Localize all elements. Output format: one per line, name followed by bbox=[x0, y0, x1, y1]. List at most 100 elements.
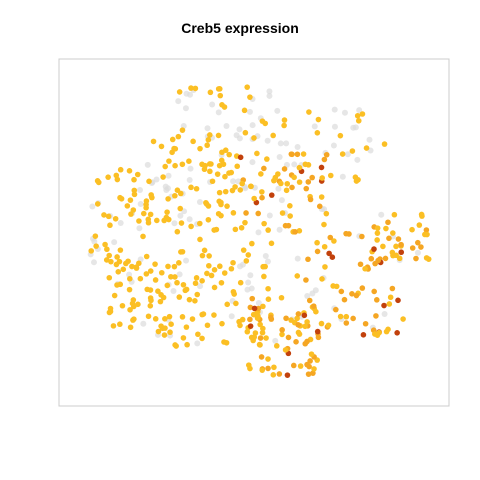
data-point bbox=[344, 151, 351, 158]
data-point bbox=[279, 210, 286, 216]
data-point bbox=[283, 315, 289, 322]
data-point bbox=[175, 98, 182, 105]
data-point bbox=[158, 269, 165, 276]
data-point bbox=[368, 255, 375, 262]
data-point bbox=[314, 328, 321, 335]
data-point bbox=[169, 136, 176, 143]
data-point bbox=[188, 223, 194, 230]
data-point bbox=[111, 239, 118, 246]
data-point bbox=[153, 217, 160, 224]
data-point bbox=[124, 203, 131, 209]
data-point bbox=[318, 320, 325, 327]
data-point bbox=[211, 312, 217, 318]
data-point bbox=[224, 301, 231, 308]
data-point bbox=[157, 298, 164, 305]
data-point bbox=[247, 316, 253, 323]
data-point bbox=[179, 248, 186, 255]
data-point bbox=[349, 291, 355, 297]
data-point bbox=[294, 255, 301, 262]
data-point bbox=[265, 285, 271, 292]
data-point bbox=[337, 313, 344, 320]
data-point bbox=[209, 178, 216, 185]
data-point bbox=[305, 371, 312, 377]
data-point bbox=[223, 122, 230, 129]
data-point bbox=[130, 207, 137, 213]
data-point bbox=[131, 187, 138, 194]
data-point bbox=[315, 334, 322, 341]
data-point bbox=[341, 296, 348, 303]
data-point bbox=[354, 156, 361, 163]
data-point bbox=[318, 164, 325, 171]
data-point bbox=[155, 328, 162, 335]
data-point bbox=[199, 335, 205, 342]
data-point bbox=[306, 109, 312, 115]
data-point bbox=[296, 179, 303, 185]
data-point bbox=[308, 351, 315, 357]
data-point bbox=[261, 220, 267, 227]
data-point bbox=[246, 108, 253, 115]
data-point bbox=[268, 240, 275, 247]
data-point bbox=[319, 175, 325, 181]
data-point bbox=[255, 299, 262, 306]
data-point bbox=[304, 292, 311, 299]
data-point bbox=[254, 150, 260, 157]
data-point bbox=[216, 189, 223, 196]
data-point bbox=[229, 187, 236, 194]
data-point bbox=[192, 280, 199, 287]
data-point bbox=[148, 297, 154, 304]
data-point bbox=[176, 294, 183, 300]
data-point bbox=[395, 236, 402, 242]
data-point bbox=[363, 145, 370, 151]
data-point bbox=[355, 176, 361, 183]
data-point bbox=[189, 316, 196, 322]
data-point bbox=[310, 370, 316, 376]
data-point bbox=[314, 248, 321, 255]
data-point bbox=[355, 117, 362, 124]
data-point bbox=[202, 162, 208, 169]
data-point bbox=[228, 265, 235, 272]
data-point bbox=[343, 313, 350, 320]
data-point bbox=[339, 151, 346, 157]
data-point bbox=[371, 288, 377, 295]
data-point bbox=[161, 332, 168, 338]
data-point bbox=[380, 243, 386, 250]
data-point bbox=[418, 211, 425, 218]
data-point bbox=[265, 356, 271, 362]
data-point bbox=[108, 258, 114, 265]
data-point bbox=[307, 358, 313, 364]
data-point bbox=[167, 329, 173, 336]
data-point bbox=[276, 371, 283, 377]
data-point bbox=[393, 243, 399, 250]
data-point bbox=[129, 263, 135, 270]
data-point bbox=[88, 248, 95, 254]
data-point bbox=[398, 241, 404, 248]
data-point bbox=[311, 123, 318, 130]
data-point bbox=[238, 224, 245, 231]
data-point bbox=[215, 86, 222, 92]
data-point bbox=[373, 313, 379, 319]
data-point bbox=[270, 372, 277, 378]
data-point bbox=[268, 192, 275, 198]
data-point bbox=[137, 201, 144, 208]
data-point bbox=[258, 354, 265, 360]
data-point bbox=[425, 256, 432, 262]
data-point bbox=[165, 263, 171, 270]
data-point bbox=[205, 137, 212, 143]
data-point bbox=[357, 261, 364, 268]
data-point bbox=[164, 282, 171, 289]
data-point bbox=[330, 142, 337, 149]
data-point bbox=[354, 112, 361, 119]
data-point bbox=[133, 264, 140, 270]
data-point bbox=[278, 180, 284, 187]
data-point bbox=[106, 252, 113, 259]
data-point bbox=[224, 203, 230, 209]
data-point bbox=[140, 210, 147, 217]
data-point bbox=[237, 263, 244, 270]
data-point bbox=[247, 272, 254, 279]
data-point bbox=[327, 172, 334, 179]
data-point bbox=[89, 203, 96, 210]
data-point bbox=[205, 216, 212, 223]
data-point bbox=[285, 222, 292, 229]
data-point bbox=[349, 148, 356, 154]
